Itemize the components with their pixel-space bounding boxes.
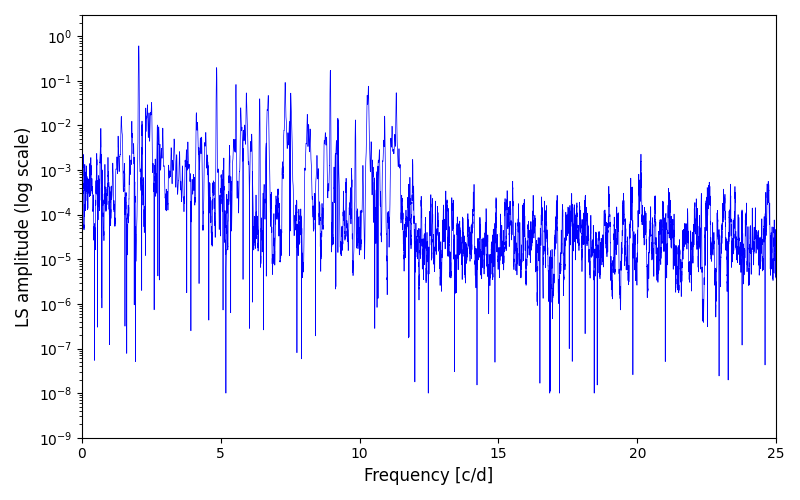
Y-axis label: LS amplitude (log scale): LS amplitude (log scale) (15, 126, 33, 326)
X-axis label: Frequency [c/d]: Frequency [c/d] (364, 467, 494, 485)
